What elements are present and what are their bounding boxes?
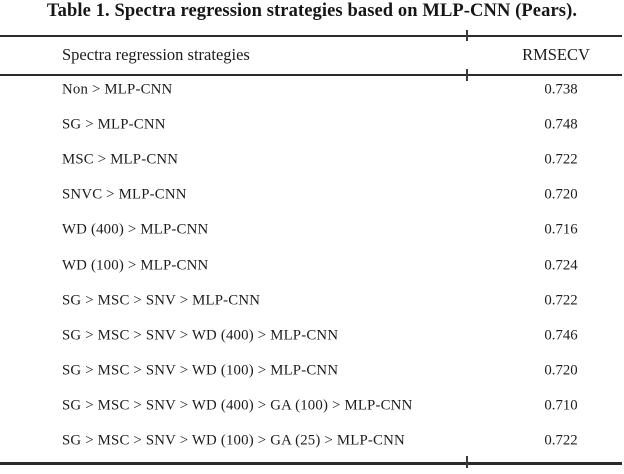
rmsecv-cell: 0.716 (544, 221, 578, 238)
table-row: SG > MSC > SNV > MLP-CNN 0.722 (0, 283, 624, 318)
strategy-cell: SG > MLP-CNN (62, 116, 166, 133)
rmsecv-cell: 0.746 (544, 327, 578, 344)
table-row: SG > MSC > SNV > WD (100) > MLP-CNN 0.72… (0, 354, 624, 389)
table-row: MSC > MLP-CNN 0.722 (0, 142, 624, 177)
strategy-cell: WD (100) > MLP-CNN (62, 257, 209, 274)
rmsecv-cell: 0.722 (544, 151, 578, 168)
table-top-rule (0, 35, 622, 37)
table-row: SG > MSC > SNV > WD (100) > GA (25) > ML… (0, 424, 624, 459)
rmsecv-cell: 0.748 (544, 116, 578, 133)
table-bottom-rule (0, 462, 622, 465)
strategy-cell: Non > MLP-CNN (62, 81, 173, 98)
strategy-cell: SG > MSC > SNV > MLP-CNN (62, 292, 261, 309)
table-caption: Table 1. Spectra regression strategies b… (46, 1, 578, 21)
table-header-rule (0, 74, 622, 76)
column-divider-tick (466, 69, 468, 81)
rmsecv-cell: 0.720 (544, 362, 578, 379)
table-header-row: Spectra regression strategies RMSECV (0, 36, 624, 74)
strategy-cell: SG > MSC > SNV > WD (400) > MLP-CNN (62, 327, 339, 344)
table-row: SG > MSC > SNV > WD (400) > MLP-CNN 0.74… (0, 318, 624, 353)
table-body: Non > MLP-CNN 0.738 SG > MLP-CNN 0.748 M… (0, 72, 624, 459)
strategy-cell: SG > MSC > SNV > WD (100) > MLP-CNN (62, 362, 339, 379)
rmsecv-cell: 0.720 (544, 186, 578, 203)
table-row: WD (400) > MLP-CNN 0.716 (0, 213, 624, 248)
column-divider-tick (466, 30, 468, 41)
strategy-cell: WD (400) > MLP-CNN (62, 221, 209, 238)
column-header-strategy: Spectra regression strategies (62, 45, 250, 64)
strategy-cell: SG > MSC > SNV > WD (100) > GA (25) > ML… (62, 432, 405, 449)
rmsecv-cell: 0.722 (544, 292, 578, 309)
table-row: SNVC > MLP-CNN 0.720 (0, 178, 624, 213)
rmsecv-cell: 0.738 (544, 81, 578, 98)
rmsecv-cell: 0.710 (544, 397, 578, 414)
strategy-cell: MSC > MLP-CNN (62, 151, 179, 168)
column-divider-tick (466, 456, 468, 468)
strategy-cell: SG > MSC > SNV > WD (400) > GA (100) > M… (62, 397, 413, 414)
table-row: WD (100) > MLP-CNN 0.724 (0, 248, 624, 283)
column-header-rmsecv: RMSECV (522, 45, 590, 64)
strategy-cell: SNVC > MLP-CNN (62, 186, 187, 203)
table-row: Non > MLP-CNN 0.738 (0, 72, 624, 107)
rmsecv-cell: 0.724 (544, 257, 578, 274)
rmsecv-cell: 0.722 (544, 432, 578, 449)
table-row: SG > MLP-CNN 0.748 (0, 107, 624, 142)
table-row: SG > MSC > SNV > WD (400) > GA (100) > M… (0, 389, 624, 424)
